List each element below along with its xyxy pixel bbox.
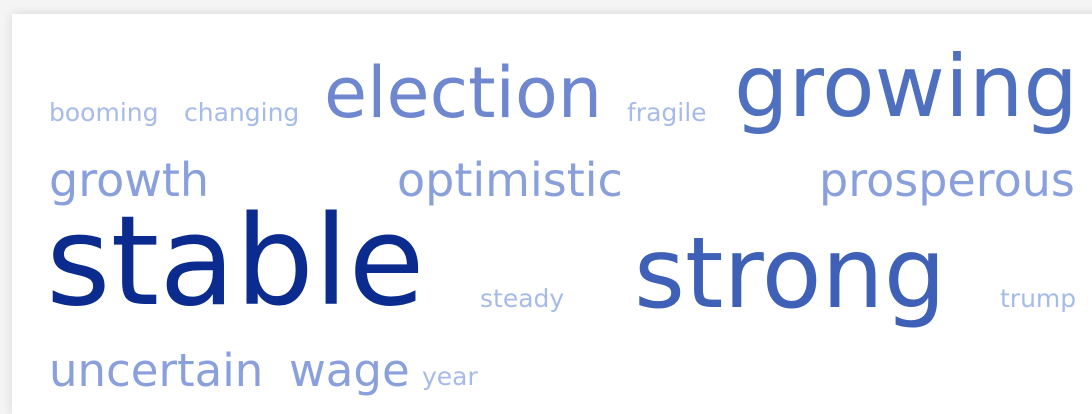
word-changing: changing <box>184 98 300 127</box>
word-year: year <box>422 362 478 391</box>
word-cloud-panel: booming changing election fragile growin… <box>12 14 1092 414</box>
word-trump: trump <box>1000 284 1077 313</box>
word-stable: stable <box>46 190 425 334</box>
word-prosperous: prosperous <box>819 153 1075 207</box>
word-growing: growing <box>734 37 1078 137</box>
word-strong: strong <box>634 217 946 331</box>
word-booming: booming <box>49 98 159 127</box>
word-steady: steady <box>480 284 565 313</box>
word-wage: wage <box>289 344 410 397</box>
word-optimistic: optimistic <box>397 153 623 207</box>
word-fragile: fragile <box>627 98 707 127</box>
word-uncertain: uncertain <box>49 344 264 397</box>
word-growth: growth <box>49 153 210 207</box>
word-election: election <box>324 52 603 134</box>
